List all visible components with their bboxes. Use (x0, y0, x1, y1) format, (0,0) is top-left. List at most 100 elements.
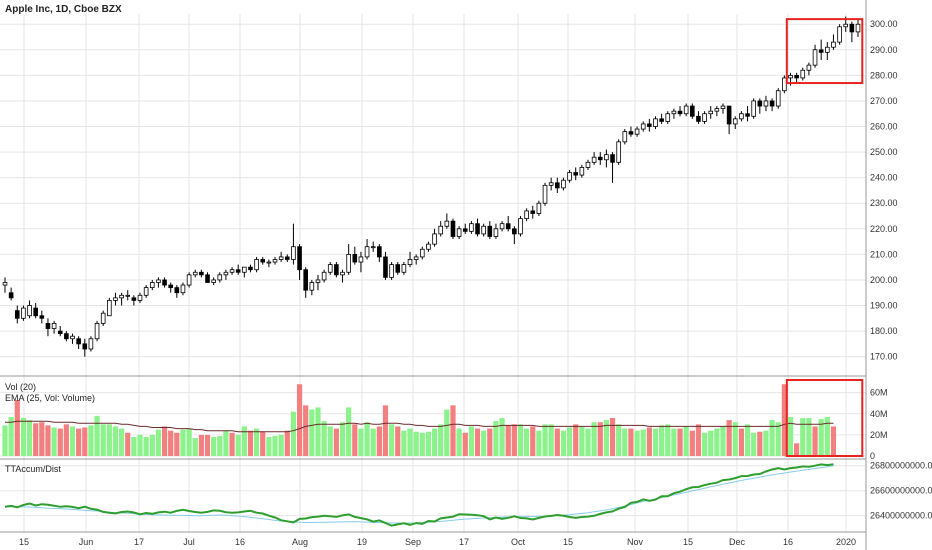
candle-body (107, 299, 112, 317)
volume-bar (106, 424, 112, 456)
candle-body (39, 315, 45, 319)
candle-body (192, 271, 198, 276)
candle-body (788, 74, 793, 79)
volume-bar (511, 424, 517, 456)
volume-bar (554, 428, 560, 456)
candle-body (8, 292, 14, 299)
volume-bar (198, 434, 204, 456)
volume-bar (63, 424, 69, 456)
volume-bar (634, 430, 640, 456)
price-tick-label: 280.00 (870, 70, 898, 80)
candle-body (640, 123, 646, 130)
volume-bar (806, 418, 812, 456)
volume-bar (346, 407, 352, 456)
candle-body (806, 64, 812, 71)
volume-bar (352, 424, 358, 456)
candle-body (340, 271, 345, 276)
candle-body (284, 256, 290, 260)
candle-body (229, 269, 235, 273)
volume-bar (812, 426, 818, 456)
volume-tick-label: 20M (870, 430, 888, 440)
candle-body (720, 105, 726, 110)
candle-body (143, 287, 149, 296)
candle-body (321, 271, 327, 281)
volume-bar (444, 409, 450, 456)
candle-body (665, 113, 671, 122)
price-tick-label: 250.00 (870, 147, 898, 157)
volume-bar (20, 418, 27, 456)
volume-bar (395, 426, 401, 456)
volume-bar (769, 420, 775, 456)
time-tick-label: 16 (235, 537, 245, 547)
volume-bar (628, 428, 634, 456)
candle-body (782, 77, 787, 92)
volume-bar (272, 435, 278, 456)
volume-bar (524, 428, 530, 456)
candle-body (174, 287, 180, 294)
volume-bar (284, 430, 290, 456)
price-axis-labels: 170.00 180.00 190.00 200.00 210.00 220.00 230.… (870, 19, 932, 520)
candle-body (419, 248, 425, 258)
candle-body (303, 269, 309, 291)
volume-bar (217, 435, 223, 456)
candle-body (401, 264, 407, 273)
volume-bar (683, 426, 689, 456)
volume-bar (665, 424, 671, 456)
volume-bar (738, 428, 745, 456)
candle-body (407, 259, 413, 266)
candle-body (548, 182, 554, 186)
volume-bar (370, 428, 376, 456)
volume-bar (339, 422, 346, 456)
candle-body (475, 223, 480, 235)
price-tick-label: 200.00 (870, 275, 898, 285)
volume-bar (296, 384, 303, 456)
candle-body (254, 259, 259, 271)
price-tick-label: 210.00 (870, 249, 898, 259)
candle-body (297, 246, 302, 271)
candle-body (634, 128, 640, 135)
candle-body (462, 228, 468, 232)
volume-bar (751, 432, 757, 456)
volume-bar (247, 430, 254, 456)
volume-bar (701, 432, 708, 456)
volume-bar (168, 430, 174, 456)
volume-bar (573, 424, 579, 456)
volume-bar (585, 428, 591, 456)
candle-body (456, 228, 462, 237)
volume-bar (2, 425, 8, 456)
volume-bar (327, 426, 333, 456)
volume-bar (818, 419, 824, 456)
highlight-box-volume (785, 379, 864, 457)
volume-bar (180, 429, 186, 456)
volume-bar (321, 421, 327, 456)
volume-bar (603, 420, 610, 456)
volume-bar (726, 420, 732, 456)
volume-bar (278, 434, 284, 456)
price-tick-label: 180.00 (870, 326, 898, 336)
time-tick-label: 19 (357, 537, 367, 547)
candle-body (726, 105, 732, 125)
volume-bar (714, 428, 720, 456)
candle-body (266, 261, 272, 264)
price-tick-label: 270.00 (870, 96, 898, 106)
candle-body (794, 74, 799, 79)
volume-bar (794, 443, 800, 456)
candle-body (327, 264, 333, 273)
volume-bar (82, 427, 88, 456)
volume-bar (76, 428, 82, 456)
candle-body (156, 279, 161, 283)
candle-body (334, 264, 339, 276)
candle-body (604, 154, 609, 161)
candle-body (812, 49, 818, 66)
volume-bar (137, 434, 143, 456)
candle-body (591, 156, 597, 163)
candle-body (100, 312, 106, 324)
candle-body (745, 113, 750, 117)
price-tick-label: 300.00 (870, 19, 898, 29)
time-tick-label: Jun (79, 537, 94, 547)
volume-bar (659, 425, 665, 456)
candle-body (849, 23, 855, 33)
volume-bar (401, 430, 407, 456)
volume-bar (425, 431, 432, 456)
volume-bar (229, 432, 235, 456)
